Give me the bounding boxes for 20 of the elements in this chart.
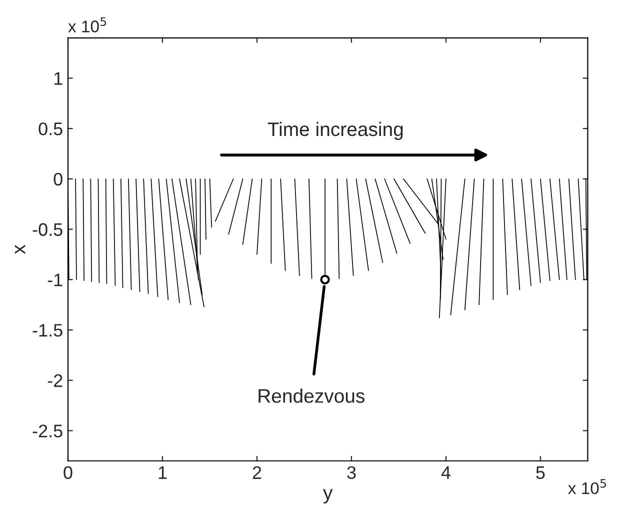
x-tick-label: 0	[64, 466, 72, 479]
annotation: Time increasing	[268, 122, 403, 140]
y-tick-label: -1	[48, 274, 62, 286]
y-tick-label: -1.5	[32, 324, 62, 337]
x-axis-title: y	[323, 489, 333, 504]
y-tick-label: 1	[54, 72, 62, 85]
y-tick-label: 0.5	[38, 122, 62, 136]
x-tick-label: 3	[347, 466, 356, 479]
text: x 10$^{5}$	[568, 479, 606, 494]
annotation: Rendezvous	[258, 388, 364, 403]
y-tick-label: -0.5	[32, 223, 62, 236]
x-tick-label: 4	[441, 466, 450, 479]
x-tick-label: 2	[252, 466, 262, 479]
x-tick-label: 5	[536, 466, 545, 479]
y-tick-label: -2	[48, 374, 62, 387]
x-tick-label: 1	[158, 466, 167, 479]
y-tick-label: 0	[54, 172, 62, 186]
text: x 10$^{5}$	[68, 17, 106, 32]
y-tick-label: -2.5	[32, 424, 62, 438]
y-axis-title: x	[14, 244, 26, 254]
